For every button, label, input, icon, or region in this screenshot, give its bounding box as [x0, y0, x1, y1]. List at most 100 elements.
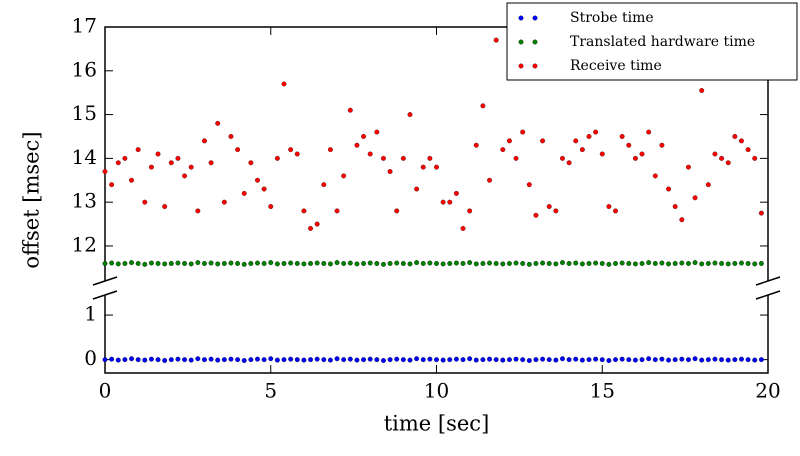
- data-point: [646, 260, 652, 266]
- legend-label: Strobe time: [570, 10, 654, 26]
- data-point: [208, 260, 214, 266]
- data-point: [321, 357, 327, 363]
- data-point: [281, 261, 287, 266]
- data-point: [201, 261, 207, 266]
- data-point: [613, 357, 618, 363]
- data-point: [268, 260, 274, 266]
- data-point: [440, 199, 446, 205]
- data-point: [407, 357, 413, 363]
- data-point: [122, 261, 128, 266]
- legend-marker: [532, 15, 538, 21]
- data-point: [659, 260, 665, 266]
- data-point: [613, 261, 618, 266]
- data-point: [148, 164, 154, 170]
- data-point: [473, 142, 479, 148]
- x-tick-label: 15: [590, 379, 615, 403]
- data-point: [467, 260, 473, 266]
- data-point: [725, 357, 731, 363]
- data-point: [314, 260, 320, 266]
- data-point: [288, 356, 294, 362]
- data-point: [573, 260, 579, 266]
- data-point: [652, 357, 658, 363]
- data-point: [526, 261, 532, 267]
- data-point: [367, 356, 373, 362]
- data-point: [208, 356, 214, 362]
- data-point: [129, 356, 134, 362]
- data-point: [745, 261, 751, 266]
- data-point: [453, 190, 459, 196]
- data-point: [168, 160, 174, 166]
- x-tick-label: 10: [424, 379, 449, 403]
- data-point: [394, 260, 400, 266]
- y-tick-label: 15: [72, 101, 97, 125]
- data-point: [606, 358, 612, 363]
- data-point: [487, 356, 492, 362]
- data-point: [725, 261, 731, 267]
- data-point: [732, 134, 738, 139]
- data-point: [493, 37, 499, 43]
- data-point: [162, 358, 168, 363]
- data-point: [115, 261, 121, 267]
- data-point: [533, 212, 539, 218]
- data-point: [460, 261, 466, 266]
- y-tick-label: 17: [72, 14, 97, 38]
- data-point: [175, 260, 181, 266]
- data-point: [394, 208, 400, 214]
- legend-marker: [532, 39, 538, 45]
- data-point: [129, 260, 134, 266]
- data-point: [739, 260, 744, 266]
- data-point: [374, 357, 380, 363]
- data-point: [261, 261, 267, 266]
- data-point: [573, 356, 579, 362]
- y-tick-label: 14: [72, 145, 97, 169]
- data-point: [381, 155, 386, 161]
- data-point: [692, 260, 698, 266]
- data-point: [314, 356, 320, 362]
- data-point: [341, 173, 347, 179]
- data-point: [553, 261, 559, 267]
- data-point: [699, 357, 705, 363]
- data-point: [367, 260, 373, 266]
- data-point: [434, 357, 439, 363]
- data-point: [566, 357, 572, 363]
- data-point: [427, 260, 433, 266]
- data-point: [685, 357, 691, 363]
- data-point: [301, 261, 307, 267]
- data-point: [188, 164, 194, 170]
- data-point: [135, 261, 141, 266]
- data-point: [102, 169, 108, 174]
- data-point: [666, 261, 671, 267]
- data-point: [182, 173, 188, 179]
- data-point: [367, 151, 373, 157]
- axis-break: [92, 290, 118, 300]
- data-point: [274, 357, 280, 363]
- data-point: [586, 134, 592, 139]
- data-point: [294, 151, 300, 157]
- data-point: [745, 147, 751, 153]
- axis-break: [92, 276, 118, 286]
- data-point: [274, 155, 280, 161]
- data-point: [500, 147, 506, 153]
- data-point: [162, 204, 168, 210]
- data-point: [447, 357, 453, 363]
- data-point: [221, 261, 227, 266]
- data-point: [109, 182, 115, 188]
- data-point: [453, 260, 459, 266]
- data-point: [679, 260, 685, 266]
- data-point: [480, 261, 486, 266]
- data-point: [440, 357, 446, 363]
- data-point: [175, 356, 181, 362]
- data-point: [354, 261, 360, 267]
- y-tick-label: 12: [72, 232, 97, 256]
- data-point: [288, 147, 294, 153]
- data-point: [361, 134, 367, 139]
- data-point: [347, 356, 353, 362]
- data-point: [168, 357, 174, 363]
- data-point: [586, 261, 592, 266]
- data-point: [341, 261, 347, 266]
- data-point: [487, 177, 492, 183]
- data-point: [188, 261, 194, 267]
- data-point: [467, 356, 473, 362]
- data-point: [347, 260, 353, 266]
- data-point: [294, 357, 300, 363]
